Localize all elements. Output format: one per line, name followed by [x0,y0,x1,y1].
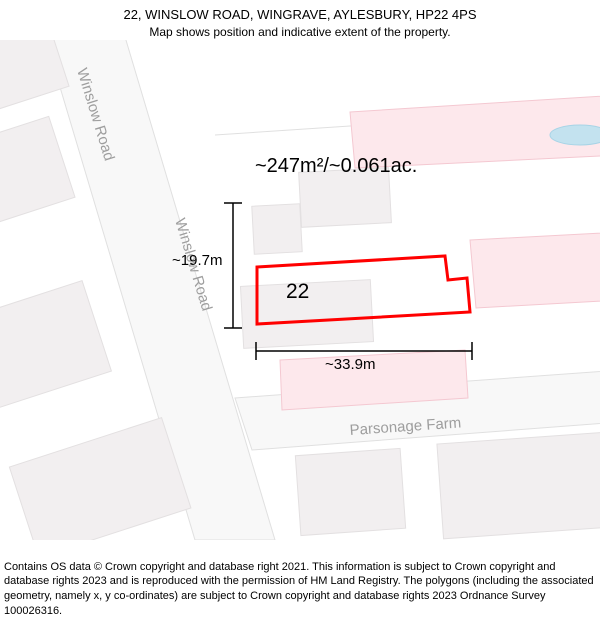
page-title: 22, WINSLOW ROAD, WINGRAVE, AYLESBURY, H… [0,0,600,24]
dim-height-label: ~19.7m [172,252,222,269]
pink-block-mid [470,232,600,308]
building-se-1 [295,448,405,535]
plot-number-label: 22 [286,280,309,304]
page-root: 22, WINSLOW ROAD, WINGRAVE, AYLESBURY, H… [0,0,600,625]
dim-width-label: ~33.9m [325,356,375,373]
area-label: ~247m²/~0.061ac. [255,155,417,178]
building-se-2 [437,432,600,539]
building-small-left [252,204,302,254]
map-canvas: Winslow Road Winslow Road Parsonage Farm… [0,40,600,540]
footer-copyright: Contains OS data © Crown copyright and d… [4,560,596,619]
page-subtitle: Map shows position and indicative extent… [0,24,600,40]
water-feature [550,125,600,145]
